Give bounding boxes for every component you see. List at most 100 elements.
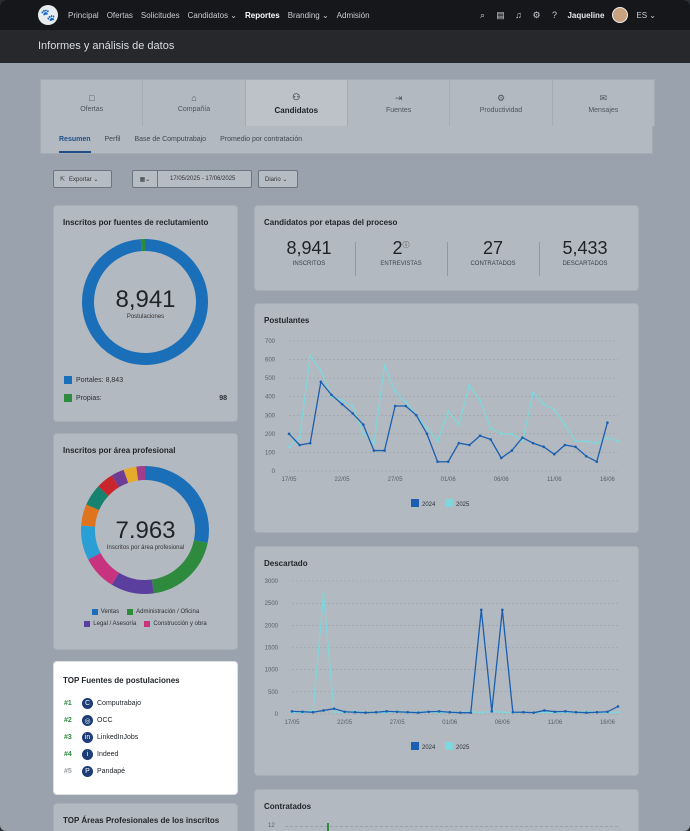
data-point-2025[interactable] bbox=[574, 439, 577, 443]
data-point-2024[interactable] bbox=[332, 707, 336, 710]
help-icon[interactable]: ? bbox=[551, 10, 557, 20]
paw-logo-icon[interactable]: 🐾 bbox=[38, 5, 58, 25]
top-source-item[interactable]: #1 C Computrabajo bbox=[64, 698, 141, 709]
data-point-2024[interactable] bbox=[564, 710, 567, 713]
data-point-2024[interactable] bbox=[406, 710, 409, 714]
tab-mensajes[interactable]: ✉ Mensajes bbox=[553, 80, 654, 126]
data-point-2025[interactable] bbox=[425, 426, 429, 430]
data-point-2025[interactable] bbox=[468, 384, 471, 387]
data-point-2024[interactable] bbox=[468, 443, 471, 447]
data-point-2024[interactable] bbox=[415, 413, 418, 417]
data-point-2024[interactable] bbox=[351, 412, 354, 415]
data-point-2024[interactable] bbox=[298, 443, 301, 447]
data-point-2024[interactable] bbox=[574, 710, 578, 714]
data-point-2024[interactable] bbox=[499, 456, 503, 460]
data-point-2024[interactable] bbox=[287, 432, 291, 436]
data-point-2024[interactable] bbox=[469, 711, 473, 714]
data-point-2024[interactable] bbox=[606, 710, 609, 714]
avatar[interactable] bbox=[612, 7, 629, 23]
data-point-2025[interactable] bbox=[340, 399, 344, 402]
data-point-2024[interactable] bbox=[543, 709, 546, 712]
data-point-2025[interactable] bbox=[521, 439, 524, 443]
data-point-2025[interactable] bbox=[616, 439, 620, 443]
data-point-2025[interactable] bbox=[361, 432, 365, 436]
data-point-2025[interactable] bbox=[501, 710, 504, 714]
data-point-2025[interactable] bbox=[308, 354, 312, 358]
top-source-item[interactable]: #5 P Pandapé bbox=[64, 766, 125, 777]
nav-item-reportes[interactable]: Reportes bbox=[245, 10, 280, 20]
subtab-base-de-computrabajo[interactable]: Base de Computrabajo bbox=[134, 136, 207, 143]
data-point-2025[interactable] bbox=[372, 441, 376, 445]
data-point-2025[interactable] bbox=[584, 439, 588, 443]
data-point-2024[interactable] bbox=[311, 710, 315, 714]
data-point-2024[interactable] bbox=[584, 454, 588, 458]
data-point-2025[interactable] bbox=[489, 426, 492, 430]
nav-item-candidatos[interactable]: Candidatos ⌄ bbox=[187, 10, 238, 20]
data-point-2024[interactable] bbox=[436, 460, 439, 464]
data-point-2024[interactable] bbox=[393, 404, 397, 408]
data-point-2024[interactable] bbox=[563, 443, 567, 447]
donut-slice-7[interactable] bbox=[98, 475, 120, 497]
donut-slice-10[interactable] bbox=[136, 466, 146, 481]
bell-icon[interactable]: ♫ bbox=[515, 10, 522, 20]
gear-icon[interactable]: ⚙ bbox=[532, 9, 541, 20]
data-point-2024[interactable] bbox=[353, 710, 357, 714]
data-point-2025[interactable] bbox=[393, 389, 397, 393]
data-point-2025[interactable] bbox=[616, 710, 620, 714]
data-point-2025[interactable] bbox=[383, 363, 386, 367]
data-point-2024[interactable] bbox=[585, 711, 588, 714]
data-point-2024[interactable] bbox=[364, 711, 367, 714]
data-point-2024[interactable] bbox=[416, 711, 420, 714]
data-point-2024[interactable] bbox=[595, 460, 599, 464]
data-point-2024[interactable] bbox=[457, 441, 461, 445]
data-point-2025[interactable] bbox=[542, 402, 546, 406]
donut-slice-4[interactable] bbox=[81, 525, 101, 560]
data-point-2024[interactable] bbox=[595, 710, 599, 714]
data-point-2025[interactable] bbox=[404, 400, 408, 404]
data-point-2025[interactable] bbox=[531, 391, 535, 395]
data-point-2025[interactable] bbox=[595, 441, 599, 445]
nav-item-branding[interactable]: Branding ⌄ bbox=[287, 10, 329, 20]
data-point-2024[interactable] bbox=[330, 393, 333, 397]
donut-slice-construccion-y-obra[interactable] bbox=[88, 552, 120, 585]
data-point-2024[interactable] bbox=[553, 452, 556, 456]
data-point-2024[interactable] bbox=[437, 710, 441, 713]
data-point-2024[interactable] bbox=[542, 445, 546, 449]
data-point-2025[interactable] bbox=[606, 436, 609, 439]
data-point-2024[interactable] bbox=[395, 710, 399, 714]
data-point-2024[interactable] bbox=[478, 434, 482, 438]
top-source-item[interactable]: #4 i Indeed bbox=[64, 749, 118, 760]
data-point-2025[interactable] bbox=[436, 439, 439, 443]
data-point-2025[interactable] bbox=[479, 711, 483, 714]
data-point-2024[interactable] bbox=[343, 710, 346, 714]
donut-slice-9[interactable] bbox=[123, 466, 139, 483]
data-point-2024[interactable] bbox=[319, 380, 323, 384]
data-point-2024[interactable] bbox=[501, 608, 504, 612]
data-point-2024[interactable] bbox=[510, 449, 514, 452]
donut-slice-ventas[interactable] bbox=[144, 466, 209, 544]
tab-candidatos[interactable]: ⚇ Candidatos bbox=[245, 80, 348, 126]
data-point-2024[interactable] bbox=[458, 711, 462, 714]
data-point-2025[interactable] bbox=[322, 593, 325, 596]
tab-ofertas[interactable]: □ Ofertas bbox=[41, 80, 144, 126]
data-point-2024[interactable] bbox=[446, 460, 450, 464]
data-point-2024[interactable] bbox=[489, 438, 492, 441]
data-point-2024[interactable] bbox=[383, 449, 386, 452]
nav-item-principal[interactable]: Principal bbox=[68, 10, 99, 20]
data-point-2024[interactable] bbox=[385, 710, 388, 713]
data-point-2024[interactable] bbox=[616, 705, 620, 708]
data-point-2024[interactable] bbox=[448, 710, 452, 714]
search-icon[interactable]: ⌕ bbox=[479, 9, 485, 20]
data-point-2025[interactable] bbox=[499, 432, 503, 436]
tab-compania[interactable]: ⌂ Compañía bbox=[143, 80, 246, 126]
data-point-2024[interactable] bbox=[531, 441, 535, 445]
calendar-icon[interactable]: ▤ bbox=[496, 9, 505, 20]
data-point-2024[interactable] bbox=[425, 432, 429, 436]
data-point-2024[interactable] bbox=[511, 710, 515, 714]
data-point-2024[interactable] bbox=[490, 710, 494, 713]
subtab-perfil[interactable]: Perfil bbox=[104, 136, 121, 143]
data-point-2024[interactable] bbox=[404, 404, 408, 408]
data-point-2024[interactable] bbox=[374, 710, 378, 714]
data-point-2025[interactable] bbox=[510, 432, 514, 436]
data-point-2025[interactable] bbox=[553, 408, 556, 412]
